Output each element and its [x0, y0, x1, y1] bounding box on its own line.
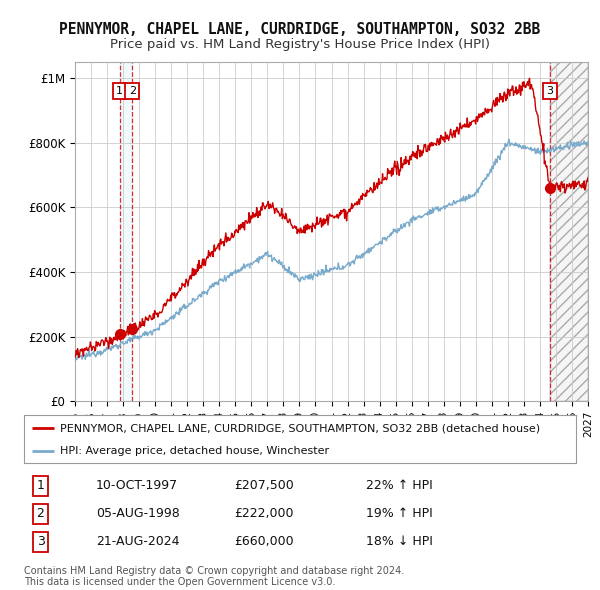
Bar — [550, 62, 588, 401]
Bar — [550, 62, 588, 401]
Text: 21-AUG-2024: 21-AUG-2024 — [96, 535, 179, 548]
Text: 1: 1 — [37, 480, 44, 493]
Text: 3: 3 — [37, 535, 44, 548]
Text: £207,500: £207,500 — [234, 480, 293, 493]
Text: 10-OCT-1997: 10-OCT-1997 — [96, 480, 178, 493]
Text: This data is licensed under the Open Government Licence v3.0.: This data is licensed under the Open Gov… — [24, 577, 335, 587]
Text: 18% ↓ HPI: 18% ↓ HPI — [366, 535, 433, 548]
Text: £222,000: £222,000 — [234, 507, 293, 520]
Text: PENNYMOR, CHAPEL LANE, CURDRIDGE, SOUTHAMPTON, SO32 2BB (detached house): PENNYMOR, CHAPEL LANE, CURDRIDGE, SOUTHA… — [60, 423, 540, 433]
Text: 1: 1 — [116, 86, 123, 96]
Bar — [119, 62, 133, 401]
Text: HPI: Average price, detached house, Winchester: HPI: Average price, detached house, Winc… — [60, 446, 329, 456]
Text: 3: 3 — [547, 86, 554, 96]
Text: Price paid vs. HM Land Registry's House Price Index (HPI): Price paid vs. HM Land Registry's House … — [110, 38, 490, 51]
Text: 22% ↑ HPI: 22% ↑ HPI — [366, 480, 433, 493]
Text: 19% ↑ HPI: 19% ↑ HPI — [366, 507, 433, 520]
Text: 2: 2 — [37, 507, 44, 520]
Text: 2: 2 — [129, 86, 136, 96]
Text: 05-AUG-1998: 05-AUG-1998 — [96, 507, 179, 520]
Text: £660,000: £660,000 — [234, 535, 293, 548]
Text: PENNYMOR, CHAPEL LANE, CURDRIDGE, SOUTHAMPTON, SO32 2BB: PENNYMOR, CHAPEL LANE, CURDRIDGE, SOUTHA… — [59, 22, 541, 37]
Text: Contains HM Land Registry data © Crown copyright and database right 2024.: Contains HM Land Registry data © Crown c… — [24, 566, 404, 576]
